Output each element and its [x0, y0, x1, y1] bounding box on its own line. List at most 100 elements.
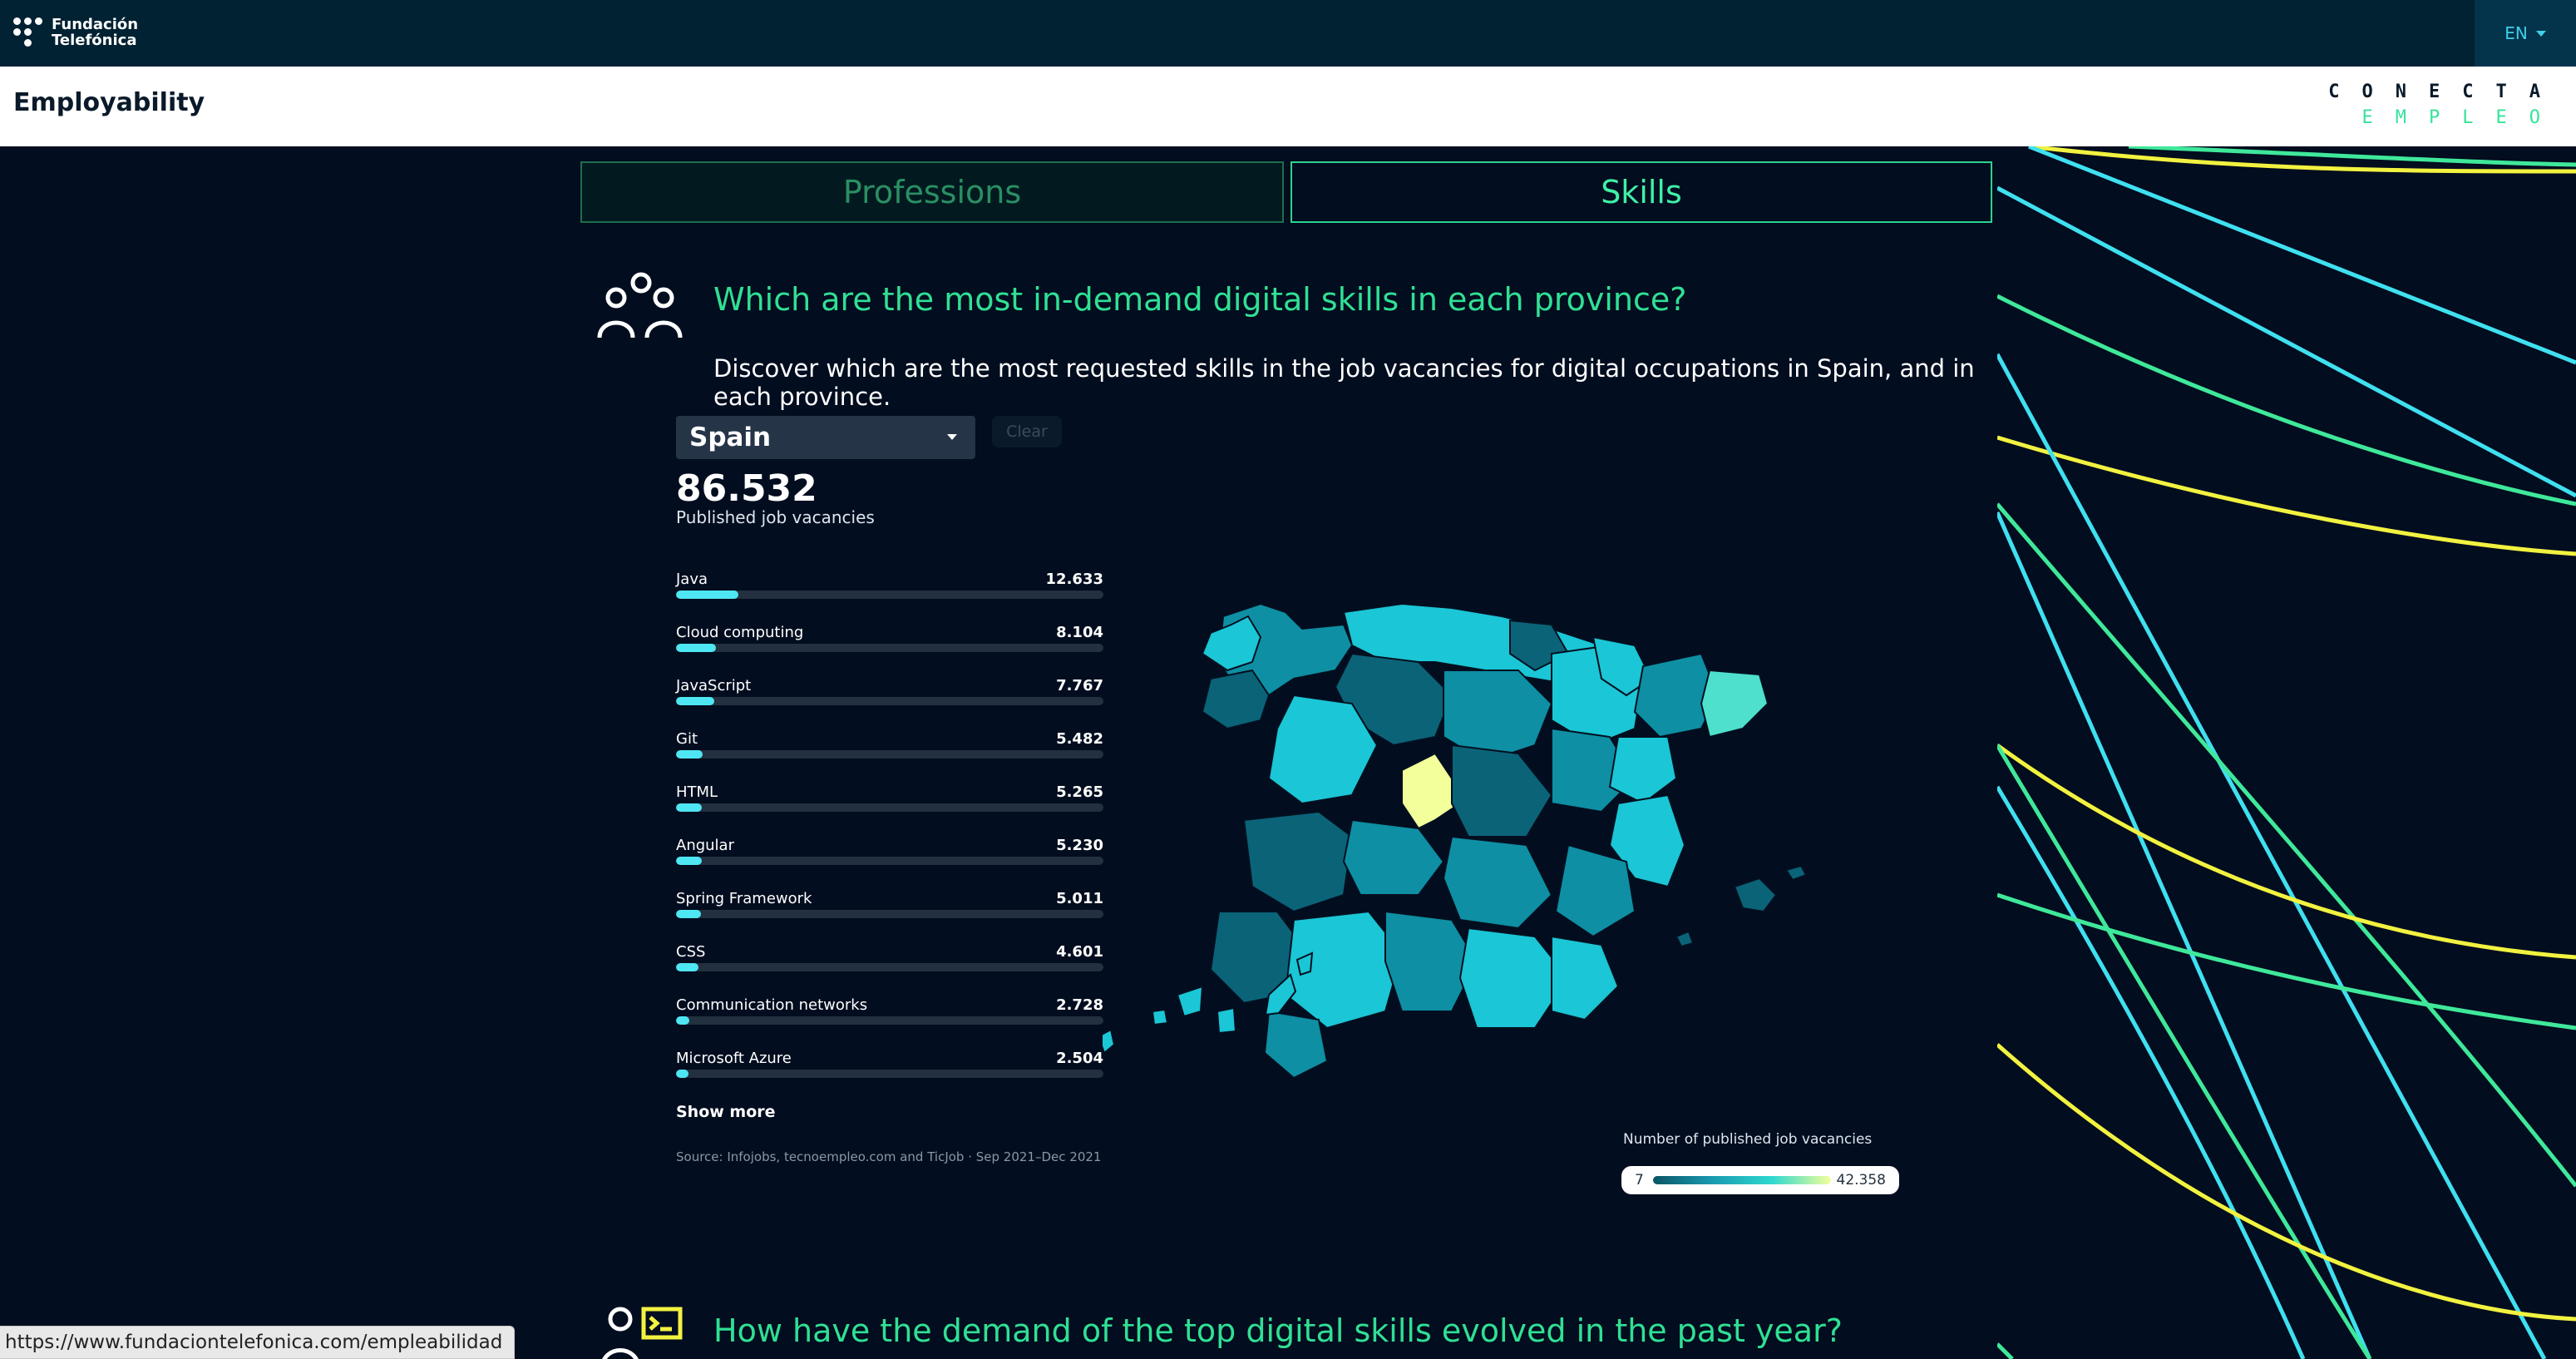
skill-value: 7.767 — [1056, 677, 1103, 694]
legend-max: 42.358 — [1836, 1172, 1886, 1189]
province-region-galicia-south — [1201, 669, 1271, 730]
skill-bar-track — [676, 697, 1103, 705]
skill-value: 4.601 — [1056, 943, 1103, 961]
skill-bar-fill — [676, 1016, 690, 1025]
language-selector[interactable]: EN — [2475, 0, 2576, 67]
province-region-canarias-5 — [1264, 973, 1297, 1016]
content-panel: Professions Skills Which are the most in… — [579, 146, 1997, 1359]
province-region-ibiza — [1675, 930, 1695, 948]
skill-bar-track — [676, 644, 1103, 652]
region-select[interactable]: Spain — [676, 416, 975, 459]
skill-bar-track — [676, 1070, 1103, 1078]
province-region-canarias-1 — [1103, 1028, 1116, 1055]
skill-bar-row: Communication networks 2.728 — [676, 996, 1103, 1050]
province-region-valencia-north — [1608, 736, 1678, 805]
clear-button[interactable]: Clear — [992, 416, 1062, 447]
skill-bar-fill — [676, 591, 739, 599]
province-region-canarias-4 — [1216, 1006, 1237, 1035]
person-terminal-icon — [602, 1307, 683, 1359]
section-title: Which are the most in-demand digital ski… — [713, 281, 1687, 318]
total-vacancies: 86.532 — [676, 467, 817, 510]
skill-bar-row: Angular 5.230 — [676, 837, 1103, 890]
language-label: EN — [2504, 23, 2528, 43]
skill-bar-row: Git 5.482 — [676, 730, 1103, 783]
spain-choropleth-map[interactable] — [1103, 446, 1809, 1078]
skill-bar-track — [676, 910, 1103, 918]
province-region-galicia-north — [1201, 615, 1262, 672]
total-vacancies-label: Published job vacancies — [676, 507, 875, 527]
brand-line-2: EMPLEO — [2361, 107, 2563, 128]
province-region-baleares — [1733, 877, 1778, 913]
province-region-valencia — [1608, 793, 1686, 888]
skill-bar-fill — [676, 857, 702, 865]
logo-dots-icon — [13, 17, 43, 47]
province-region-castilla-la-mancha-north — [1451, 744, 1553, 838]
skill-bar-row: Cloud computing 8.104 — [676, 624, 1103, 677]
province-region-madrid — [1401, 752, 1462, 830]
fundacion-telefonica-logo[interactable]: Fundación Telefónica — [13, 17, 138, 48]
province-region-extremadura — [1242, 810, 1354, 913]
skill-value: 12.633 — [1045, 571, 1103, 588]
province-region-castilla-north — [1334, 652, 1453, 747]
skill-bar-fill — [676, 644, 717, 652]
legend-title: Number of published job vacancies — [1623, 1131, 1873, 1148]
tab-skills[interactable]: Skills — [1290, 161, 1992, 223]
legend-gradient — [1653, 1176, 1831, 1184]
show-more-button[interactable]: Show more — [676, 1103, 776, 1121]
tab-professions[interactable]: Professions — [580, 161, 1284, 223]
skill-bar-track — [676, 591, 1103, 599]
skill-bar-fill — [676, 750, 703, 759]
skill-bar-row: Spring Framework 5.011 — [676, 890, 1103, 943]
skill-bar-fill — [676, 910, 701, 918]
skill-bar-fill — [676, 1070, 688, 1078]
province-region-canarias-3 — [1176, 985, 1204, 1018]
skill-value: 2.728 — [1056, 996, 1103, 1014]
brand-line-1: CONECTA — [2328, 82, 2563, 102]
skill-value: 2.504 — [1056, 1050, 1103, 1067]
chevron-down-icon — [2535, 30, 2546, 37]
province-region-canarias-2 — [1151, 1008, 1169, 1026]
section-description: Discover which are the most requested sk… — [713, 354, 1975, 411]
skill-name: HTML — [676, 783, 718, 801]
skill-value: 5.482 — [1056, 730, 1103, 748]
region-select-value: Spain — [689, 423, 772, 452]
chevron-down-icon — [947, 434, 957, 440]
province-region-cadiz — [1263, 1010, 1329, 1078]
skill-bar-track — [676, 750, 1103, 759]
skill-name: Microsoft Azure — [676, 1050, 792, 1067]
province-region-castilla-la-mancha-south — [1442, 835, 1553, 930]
province-region-andalucia-east — [1458, 927, 1570, 1029]
province-region-catalonia-west — [1633, 652, 1720, 739]
skill-name: CSS — [676, 943, 706, 961]
skill-value: 8.104 — [1056, 624, 1103, 641]
logo-line-2: Telefónica — [52, 32, 137, 49]
skill-value: 5.011 — [1056, 890, 1103, 907]
skill-bar-fill — [676, 697, 715, 705]
skill-bar-track — [676, 803, 1103, 812]
skills-bar-list: Java 12.633 Cloud computing 8.104 JavaScript… — [676, 571, 1103, 1103]
skill-name: Cloud computing — [676, 624, 804, 641]
skill-bar-track — [676, 857, 1103, 865]
province-region-menorca — [1784, 864, 1808, 882]
conecta-empleo-logo[interactable]: CONECTA EMPLEO — [2328, 82, 2563, 128]
color-legend: 7 42.358 — [1621, 1166, 1899, 1194]
skill-bar-row: JavaScript 7.767 — [676, 677, 1103, 730]
skill-name: Spring Framework — [676, 890, 812, 907]
skill-bar-fill — [676, 803, 703, 812]
skill-bar-row: Microsoft Azure 2.504 — [676, 1050, 1103, 1103]
skill-bar-track — [676, 1016, 1103, 1025]
legend-min: 7 — [1635, 1172, 1644, 1189]
province-region-castilla-la-mancha-west — [1342, 818, 1445, 896]
province-region-murcia — [1554, 843, 1636, 938]
skill-value: 5.230 — [1056, 837, 1103, 854]
skill-bar-fill — [676, 963, 699, 971]
page-title: Employability — [13, 88, 205, 117]
province-region-aragon-south — [1551, 727, 1636, 813]
province-region-castilla-west — [1267, 694, 1379, 805]
logo-line-1: Fundación — [52, 16, 139, 33]
top-bar: Fundación Telefónica EN — [0, 0, 2576, 67]
skill-bar-row: HTML 5.265 — [676, 783, 1103, 837]
province-region-almeria — [1551, 935, 1620, 1021]
source-note: Source: Infojobs, tecnoempleo.com and Ti… — [676, 1149, 1102, 1164]
section-header: Employability CONECTA EMPLEO — [0, 67, 2576, 146]
